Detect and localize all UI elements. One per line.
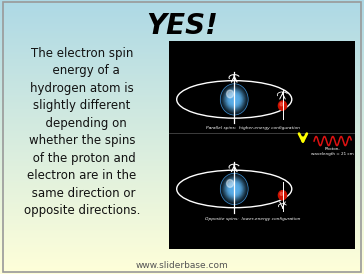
Text: Opposite spins:  lower-energy configuration: Opposite spins: lower-energy configurati… xyxy=(205,217,301,221)
Circle shape xyxy=(226,180,242,198)
Circle shape xyxy=(223,177,245,201)
Circle shape xyxy=(225,178,244,200)
Circle shape xyxy=(223,87,245,112)
Circle shape xyxy=(227,91,242,108)
Text: YES!: YES! xyxy=(146,12,218,40)
Circle shape xyxy=(222,176,246,202)
Circle shape xyxy=(228,182,240,196)
Circle shape xyxy=(231,186,237,192)
Circle shape xyxy=(232,97,237,102)
Circle shape xyxy=(228,93,240,106)
Circle shape xyxy=(224,88,245,111)
Circle shape xyxy=(233,188,235,190)
Circle shape xyxy=(220,173,248,205)
Circle shape xyxy=(221,174,248,204)
Circle shape xyxy=(225,179,243,199)
Circle shape xyxy=(230,184,239,194)
Circle shape xyxy=(222,175,247,203)
Circle shape xyxy=(221,85,248,114)
Circle shape xyxy=(228,92,241,107)
Circle shape xyxy=(229,183,240,195)
Circle shape xyxy=(280,192,283,195)
Circle shape xyxy=(222,86,246,113)
Circle shape xyxy=(220,84,248,115)
Text: Parallel spins:  higher-energy configuration: Parallel spins: higher-energy configurat… xyxy=(206,127,300,130)
Text: www.sliderbase.com: www.sliderbase.com xyxy=(136,261,228,270)
Circle shape xyxy=(227,181,242,197)
Circle shape xyxy=(230,95,238,104)
Circle shape xyxy=(233,98,236,101)
Circle shape xyxy=(226,90,242,109)
Circle shape xyxy=(222,85,247,113)
Circle shape xyxy=(233,99,235,100)
Circle shape xyxy=(230,95,239,104)
Circle shape xyxy=(280,103,283,106)
Text: Photon,
wavelength = 21 cm: Photon, wavelength = 21 cm xyxy=(311,147,354,156)
Circle shape xyxy=(232,187,237,192)
Circle shape xyxy=(226,90,234,98)
Circle shape xyxy=(224,178,245,201)
Circle shape xyxy=(225,89,244,110)
Circle shape xyxy=(228,182,241,196)
Circle shape xyxy=(233,187,236,191)
Text: The electron spin
  energy of a
hydrogen atom is
slightly different
  depending : The electron spin energy of a hydrogen a… xyxy=(24,47,140,217)
Circle shape xyxy=(226,179,234,187)
Circle shape xyxy=(229,94,240,105)
Circle shape xyxy=(225,90,243,109)
Circle shape xyxy=(230,185,238,193)
Circle shape xyxy=(231,96,237,103)
Circle shape xyxy=(278,191,286,200)
Circle shape xyxy=(278,101,286,110)
